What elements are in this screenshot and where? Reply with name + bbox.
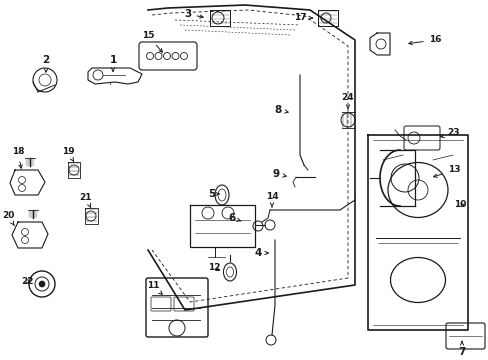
Text: 4: 4 xyxy=(254,248,267,258)
Text: 15: 15 xyxy=(142,31,162,52)
Text: 19: 19 xyxy=(61,148,74,162)
Text: 24: 24 xyxy=(341,94,354,108)
Text: 17: 17 xyxy=(293,13,312,22)
Text: 5: 5 xyxy=(208,189,219,199)
Text: 8: 8 xyxy=(274,105,287,115)
Text: 12: 12 xyxy=(207,264,220,273)
Text: 20: 20 xyxy=(2,211,14,226)
Text: 13: 13 xyxy=(433,166,459,177)
Text: 6: 6 xyxy=(228,213,241,223)
Text: 7: 7 xyxy=(457,341,465,357)
Circle shape xyxy=(39,281,45,287)
Text: 18: 18 xyxy=(12,148,24,168)
Text: 1: 1 xyxy=(109,55,116,71)
Text: 14: 14 xyxy=(265,193,278,207)
Text: 9: 9 xyxy=(272,169,285,179)
Text: 10: 10 xyxy=(453,201,465,210)
Text: 22: 22 xyxy=(21,278,34,287)
Text: 2: 2 xyxy=(42,55,49,72)
Text: 11: 11 xyxy=(146,282,162,294)
Text: 16: 16 xyxy=(408,36,440,45)
Text: 23: 23 xyxy=(440,129,459,138)
Text: 21: 21 xyxy=(80,193,92,208)
Text: 3: 3 xyxy=(184,9,203,19)
Polygon shape xyxy=(88,68,142,84)
